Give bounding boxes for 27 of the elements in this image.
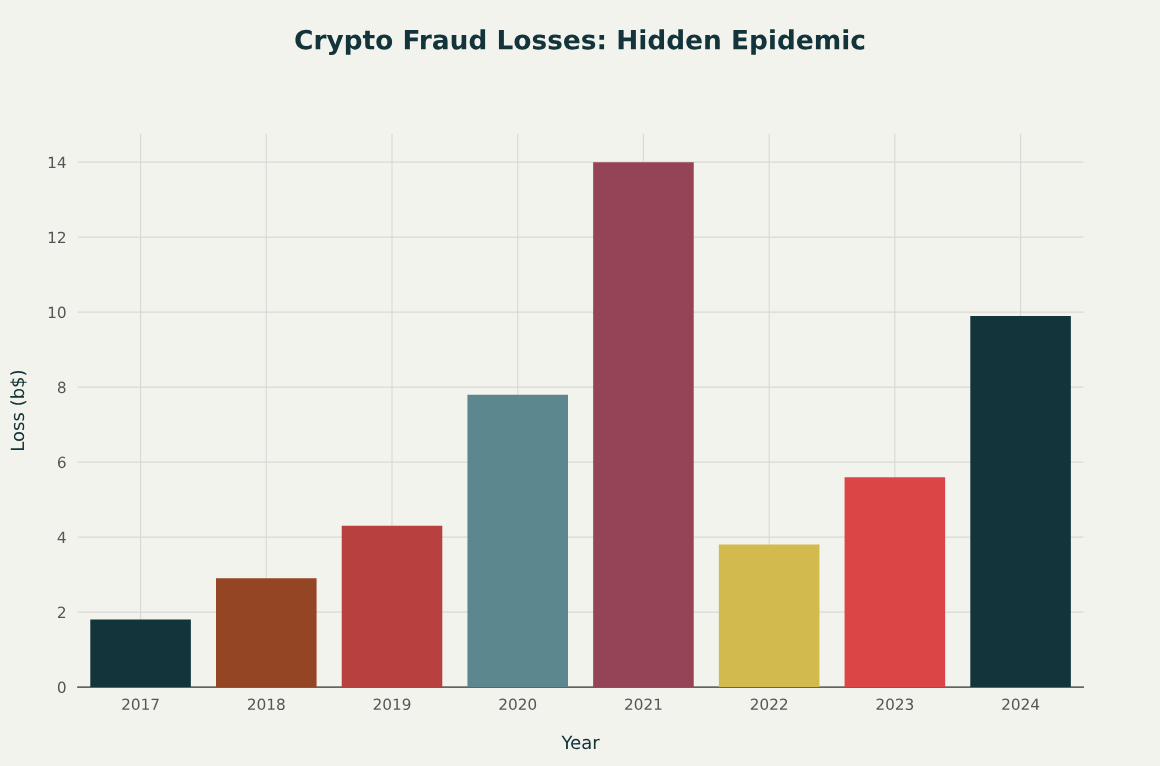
x-tick-label: 2022 [750,698,788,711]
y-tick-label: 10 [48,306,66,319]
x-tick-label: 2023 [876,698,914,711]
y-tick-label: 2 [58,606,66,618]
y-tick-label: 6 [57,456,66,469]
bar [970,315,1071,688]
x-tick-label: 2020 [499,698,537,711]
chart-title: Crypto Fraud Losses: Hidden Epidemic [295,29,865,55]
bar [467,394,569,688]
y-tick-label: 0 [57,681,66,694]
x-tick-label: 2021 [625,698,662,711]
y-tick-label: 14 [48,156,66,168]
y-axis-title: Loss (b$) [10,370,27,450]
y-tick-label: 4 [57,531,66,543]
x-axis-title: Year [561,735,600,750]
x-tick-label: 2019 [373,698,411,711]
bar [341,525,443,688]
y-tick-label: 8 [57,381,66,394]
x-tick-label: 2024 [1002,698,1040,711]
bar [844,477,946,688]
bar [90,619,191,688]
bar [216,578,317,688]
y-tick-label: 12 [48,231,66,243]
x-tick-label: 2017 [122,698,159,711]
bar [718,544,820,688]
bar [593,162,694,688]
x-tick-label: 2018 [247,698,285,711]
